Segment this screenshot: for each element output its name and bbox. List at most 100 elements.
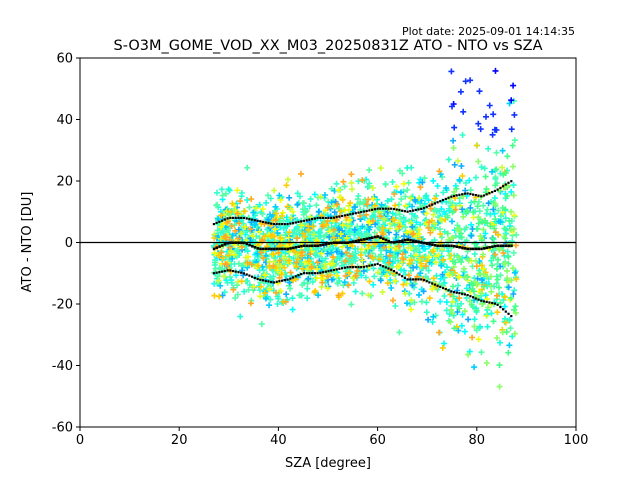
series-point (442, 199, 445, 202)
series-point (223, 269, 226, 273)
series-point (373, 208, 376, 211)
series-point (485, 300, 488, 303)
series-point (450, 244, 453, 248)
series-point (368, 264, 371, 267)
series-point (412, 278, 415, 281)
series-point (455, 245, 459, 248)
series-point (420, 278, 423, 281)
series-point (491, 302, 494, 305)
series-point (316, 244, 320, 248)
series-point (414, 278, 417, 281)
series-point (327, 242, 330, 245)
series-point (499, 244, 502, 248)
series-point (382, 207, 385, 210)
series-point (360, 211, 363, 214)
series-point (431, 243, 434, 246)
series-point (480, 195, 483, 198)
series-point (417, 208, 420, 211)
series-point (253, 219, 256, 222)
series-point (215, 246, 219, 249)
series-point (351, 240, 355, 243)
series-point (362, 238, 366, 241)
series-point (341, 214, 344, 218)
series-point (458, 193, 461, 196)
series-point (362, 265, 366, 268)
series-point (450, 290, 453, 293)
series-point (444, 244, 448, 248)
series-point (313, 272, 316, 275)
series-point (316, 216, 319, 220)
series-point (311, 244, 314, 248)
series-point (463, 293, 466, 296)
series-point (281, 279, 284, 282)
series-point (373, 263, 376, 266)
series-point (253, 246, 257, 249)
series-point (461, 292, 464, 295)
series-point (256, 247, 260, 250)
series-point (305, 272, 308, 275)
series-point (324, 216, 327, 219)
series-point (384, 207, 387, 210)
series-point (302, 272, 305, 275)
series-point (390, 207, 393, 210)
series-point (510, 315, 513, 318)
y-tick-label: 0 (65, 236, 73, 251)
series-point (215, 221, 218, 224)
series-point (450, 195, 453, 198)
series-point (507, 312, 510, 315)
series-point (297, 220, 300, 223)
series-point (387, 267, 390, 270)
series-point (442, 286, 445, 290)
series-point (272, 223, 275, 226)
series-point (338, 215, 341, 218)
series-point (300, 273, 303, 276)
series-point (466, 192, 469, 195)
series-point (330, 216, 333, 219)
x-axis-label: SZA [degree] (285, 456, 371, 471)
series-point (466, 247, 470, 251)
series-point (499, 186, 502, 189)
series-point (466, 294, 469, 297)
series-point (406, 278, 409, 281)
series-point (392, 270, 396, 273)
series-point (463, 192, 466, 195)
series-point (433, 283, 436, 286)
series-point (313, 217, 316, 220)
series-point (431, 203, 434, 206)
x-tick-label: 40 (270, 433, 287, 448)
series-point (240, 216, 243, 219)
series-point (362, 210, 366, 213)
series-point (371, 208, 374, 211)
series-point (357, 266, 360, 269)
series-point (261, 220, 265, 223)
series-point (444, 197, 447, 200)
series-point (496, 303, 499, 306)
series-point (384, 266, 387, 269)
series-point (278, 223, 281, 226)
series-point (346, 266, 349, 269)
series-point (264, 279, 267, 282)
series-point (439, 200, 442, 203)
x-tick-label: 20 (171, 433, 188, 448)
series-point (319, 244, 322, 247)
series-point (480, 247, 483, 251)
series-mean-1-std (212, 180, 513, 226)
series-point (499, 306, 502, 309)
series-point (365, 209, 368, 212)
series-point (360, 266, 363, 269)
series-point (458, 246, 461, 249)
x-tick-label: 80 (469, 433, 486, 448)
series-point (491, 245, 494, 248)
series-point (270, 247, 273, 251)
series-point (507, 181, 510, 184)
series-point (256, 277, 259, 281)
series-point (439, 285, 442, 288)
x-tick-label: 60 (369, 433, 386, 448)
series-point (401, 239, 404, 242)
series-point (382, 237, 385, 241)
series-point (469, 295, 472, 298)
series-point (212, 223, 215, 226)
series-point (502, 244, 505, 248)
series-point (401, 275, 404, 278)
series-point (398, 273, 401, 276)
